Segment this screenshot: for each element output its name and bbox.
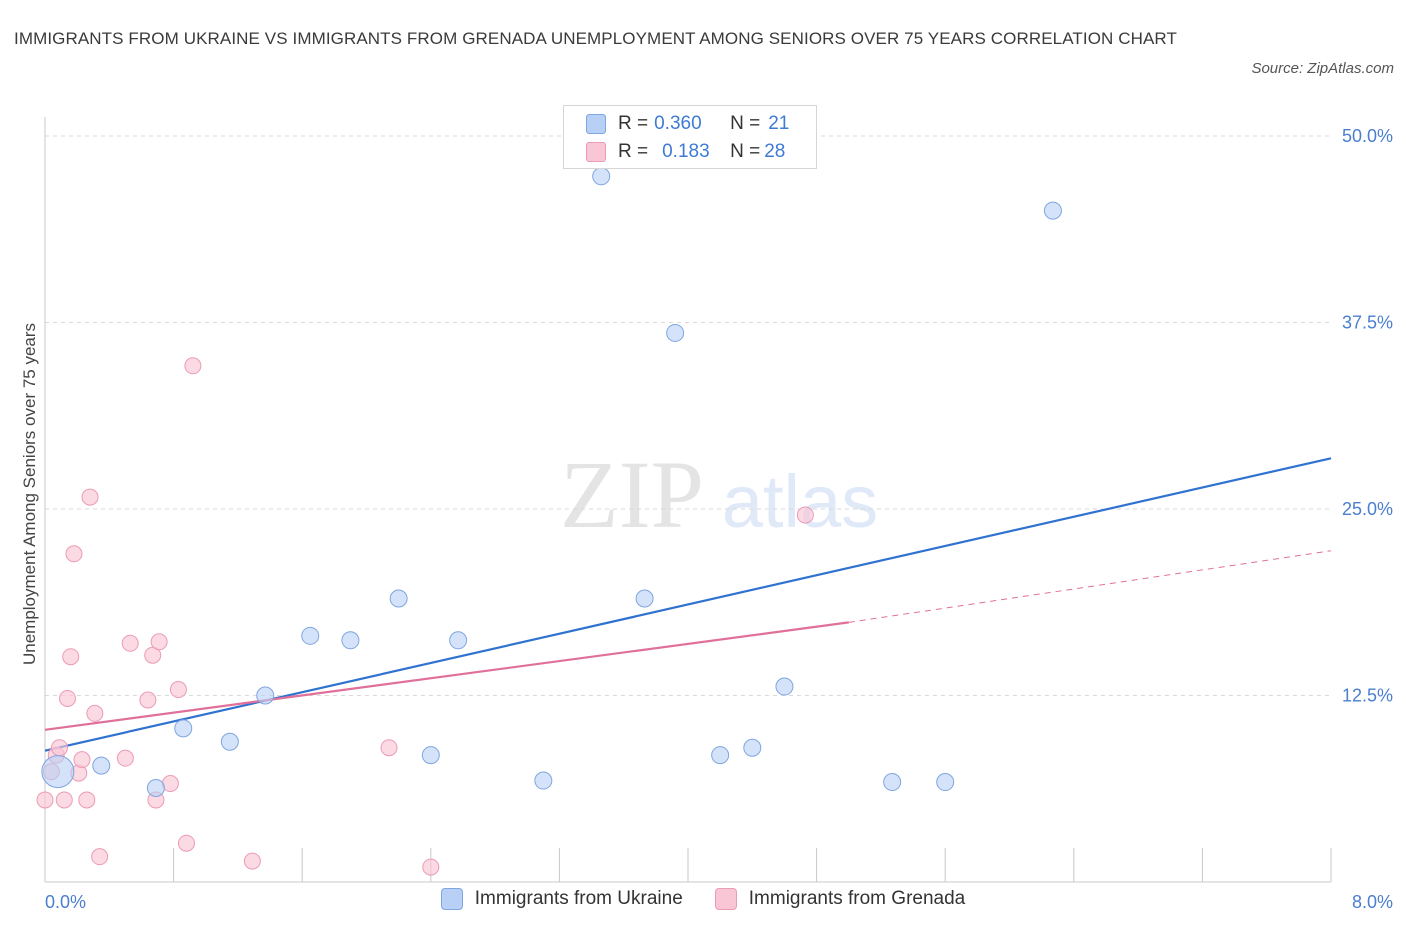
watermark-zip: ZIP [560,441,704,548]
ukraine-n-value: 21 [768,113,790,134]
data-points [36,167,1062,876]
grenada-r-label: R = [618,141,649,162]
grenada-point [65,545,83,563]
grenada-point [380,739,398,757]
grenada-point [150,633,168,651]
series-legend: Immigrants from Ukraine Immigrants from … [0,888,1406,910]
ukraine-r-value: 0.360 [654,113,702,134]
ukraine-point [666,323,685,342]
axes [44,117,1332,883]
legend-row-grenada: R = 0.183 N = 28 [586,138,785,166]
legend-ukraine-swatch [440,888,463,910]
grenada-point [36,791,54,809]
grenada-point [50,739,68,757]
watermark: ZIP atlas [560,441,878,548]
y-tick-label: 12.5% [1342,686,1393,706]
source-label: Source: ZipAtlas.com [1251,60,1394,77]
ukraine-point [883,773,902,792]
ukraine-point [775,677,794,696]
grenada-point [422,858,440,876]
grenada-trend-extension [848,550,1332,623]
grenada-point [91,848,109,866]
grenada-point [184,357,202,375]
grenada-point [55,791,73,809]
grenada-point [243,852,261,870]
stats-legend: R = 0.360 N = 21 R = 0.183 N = 28 [563,105,817,169]
grenada-point [177,834,195,852]
ukraine-n-label: N = [730,113,761,134]
ukraine-point [341,631,360,650]
watermark-atlas: atlas [722,460,878,543]
ukraine-point [256,686,275,705]
grenada-point [169,681,187,699]
grenada-point [62,648,80,666]
ukraine-point [220,732,239,751]
grenada-point [796,506,814,524]
grenada-n-value: 28 [764,141,786,162]
ukraine-point [421,746,440,765]
legend-row-ukraine: R = 0.360 N = 21 [586,110,789,138]
legend-item-ukraine: Immigrants from Ukraine [440,888,683,910]
ukraine-point [389,589,408,608]
grenada-point [121,634,139,652]
grenada-point [86,704,104,722]
ukraine-point [936,773,955,792]
ukraine-r-label: R = [618,113,649,134]
ukraine-point [41,755,75,789]
ukraine-swatch [586,114,606,134]
ukraine-point [635,589,654,608]
grenada-point [81,488,99,506]
x-tick-label: 0.0% [45,892,86,912]
grenada-point [78,791,96,809]
legend-grenada-swatch [714,888,737,910]
ukraine-point [592,167,611,186]
ukraine-point [449,631,468,650]
grenada-swatch [586,142,606,162]
chart-title: IMMIGRANTS FROM UKRAINE VS IMMIGRANTS FR… [14,29,1177,48]
grid-lines [45,135,1331,696]
ukraine-point [146,779,165,798]
grenada-point [139,691,157,709]
ukraine-point [174,719,193,738]
ukraine-point [1043,201,1062,220]
grenada-r-value: 0.183 [662,141,710,162]
grenada-point [73,751,91,769]
ukraine-point [534,771,553,790]
tick-labels: 12.5% 25.0% 37.5% 50.0% 0.0% 8.0% [45,126,1393,912]
y-tick-label: 25.0% [1342,499,1393,519]
y-axis-label: Unemployment Among Seniors over 75 years [20,323,39,665]
grenada-point [116,749,134,767]
ukraine-point [743,738,762,757]
ukraine-point [92,756,111,775]
legend-ukraine-label: Immigrants from Ukraine [474,888,683,909]
grenada-n-label: N = [730,141,761,162]
grenada-trend-line [44,621,849,731]
ukraine-point [711,746,730,765]
legend-grenada-label: Immigrants from Grenada [748,888,966,909]
y-tick-label: 37.5% [1342,313,1393,333]
ukraine-point [301,626,320,645]
x-tick-label: 8.0% [1352,892,1393,912]
grenada-point [59,689,77,707]
legend-item-grenada: Immigrants from Grenada [714,888,966,910]
y-tick-label: 50.0% [1342,126,1393,146]
